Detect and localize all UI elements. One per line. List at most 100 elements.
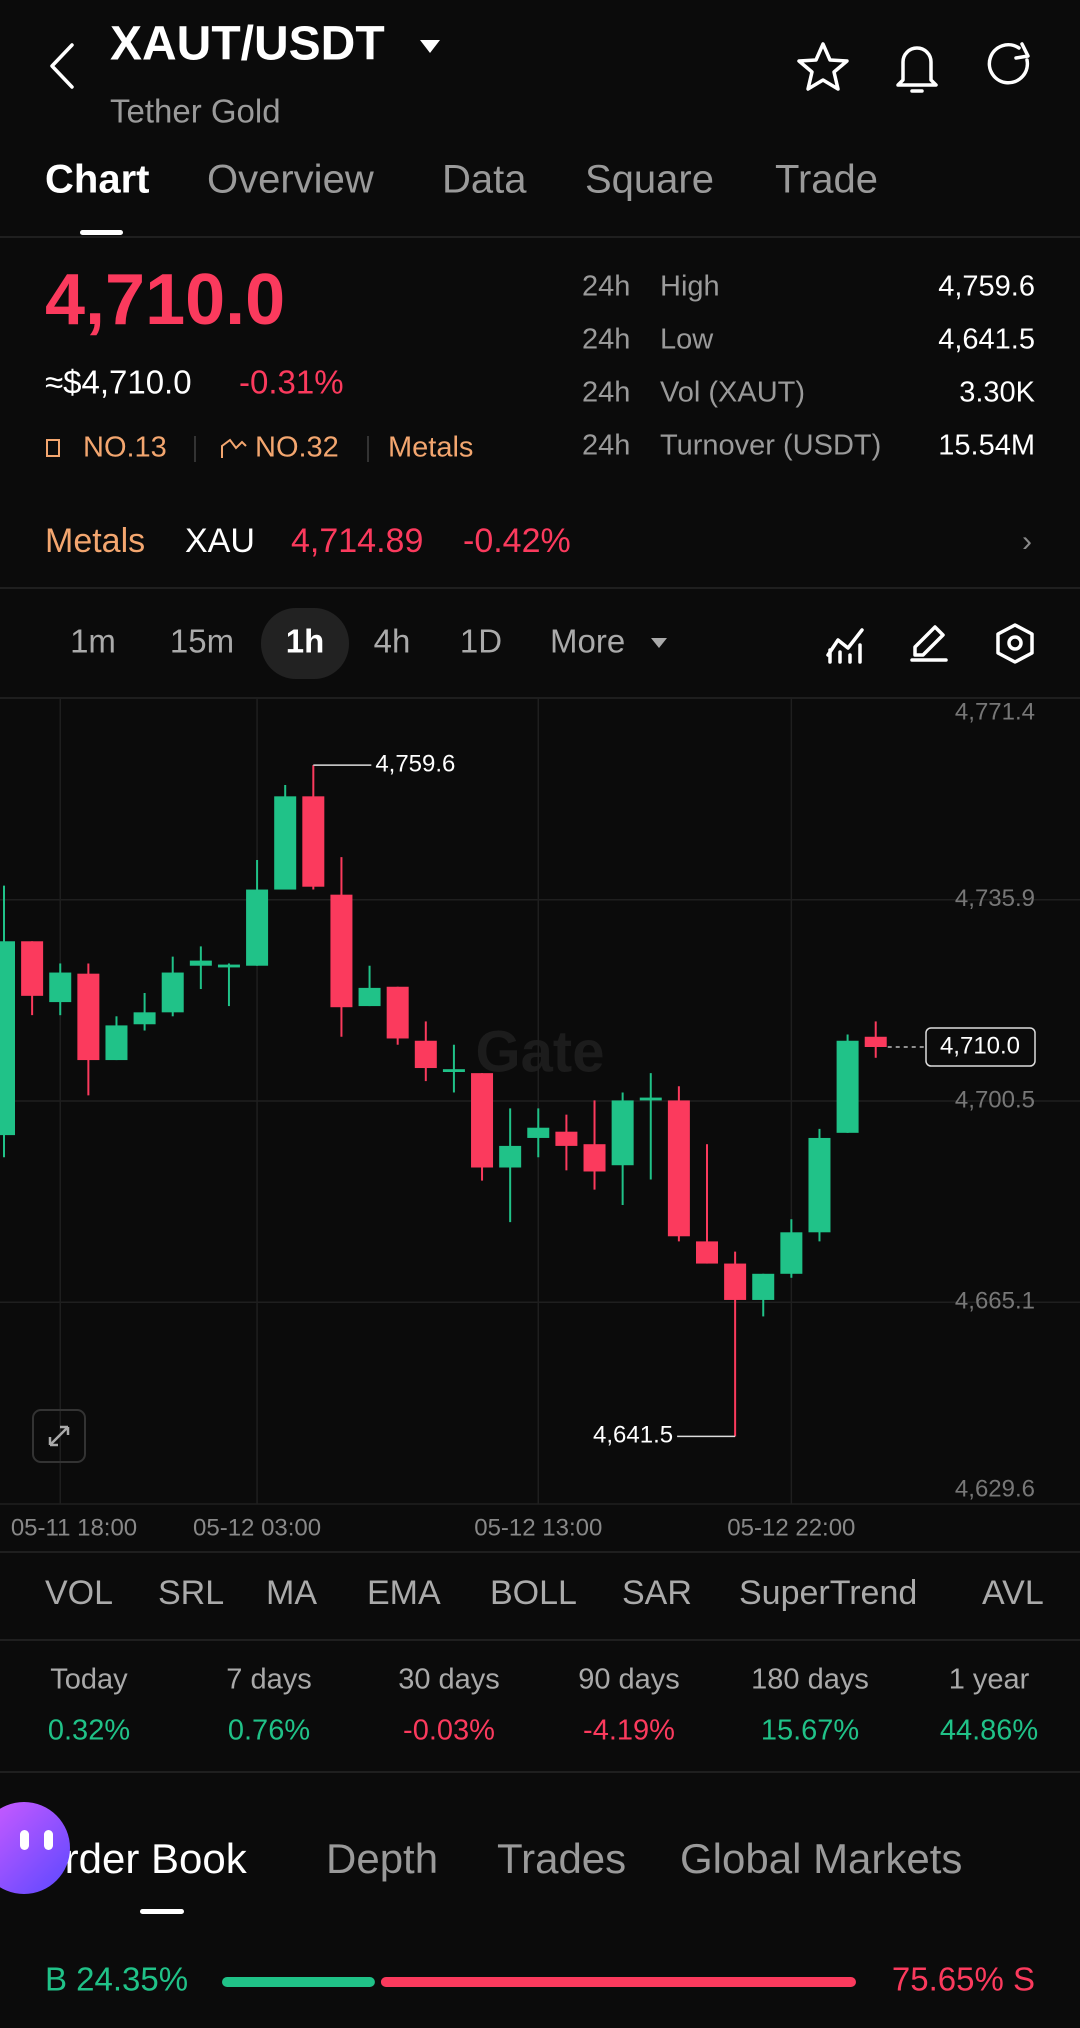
candle-body [780,1232,803,1274]
period-label: 90 days [578,1664,680,1696]
last-price-label: 4,710.0 [940,1032,1020,1059]
candle-body [527,1127,550,1138]
candle-body [49,972,72,1003]
index-sector[interactable]: Metals [45,522,145,560]
badge[interactable]: NO.32 [255,432,339,464]
candle-body [752,1273,775,1300]
candle-body [358,987,381,1007]
indicator[interactable]: BOLL [490,1574,577,1612]
period-change: 0.32% [48,1715,130,1747]
index-change: -0.42% [463,522,571,560]
sell-bar [380,1977,856,1987]
tab[interactable]: Trade [775,158,878,202]
index-price: 4,714.89 [291,522,423,560]
book-tab[interactable]: Depth [326,1835,438,1882]
y-tick-label: 4,665.1 [955,1288,1035,1315]
candle-body [330,894,353,1008]
x-tick-label: 05-12 13:00 [474,1514,602,1541]
interval[interactable]: 1D [460,623,502,660]
indicator[interactable]: MA [266,1574,317,1612]
settings-tool-dot [1007,635,1023,651]
usd-price: ≈$4,710.0 [45,364,192,401]
candle-body [864,1036,887,1048]
interval[interactable]: More [550,623,625,660]
x-tick-label: 05-12 22:00 [727,1514,855,1541]
period-label: 180 days [751,1664,869,1696]
refresh-icon[interactable] [987,42,1030,85]
tab-indicator [80,230,123,235]
chevron[interactable]: › [1022,525,1032,558]
y-tick-label: 4,700.5 [955,1086,1035,1113]
avatar-eye [44,1830,53,1850]
candle-body [639,1097,662,1101]
interval[interactable]: 15m [170,623,234,660]
sell-ratio: 75.65% S [892,1961,1035,1998]
stat-label: Vol (XAUT) [660,377,805,409]
price-change: -0.31% [239,364,344,401]
candle-body [611,1100,634,1166]
period-change: 0.76% [228,1715,310,1747]
back-button[interactable] [50,43,74,89]
trend-icon [221,438,247,458]
y-tick-label: 4,771.4 [955,698,1035,725]
period-label: 1 year [949,1664,1030,1696]
stat-value: 15.54M [938,430,1035,462]
stat-period: 24h [582,324,630,356]
rank-icon [46,439,60,457]
indicator[interactable]: EMA [367,1574,441,1612]
badge[interactable]: NO.13 [83,432,167,464]
interval[interactable]: 1h [286,623,325,660]
favorite-icon[interactable] [797,42,849,91]
tab[interactable]: Square [585,158,714,202]
assistant-avatar[interactable] [0,1802,70,1894]
indicator-tool[interactable] [826,628,864,664]
book-tab[interactable]: Global Markets [680,1835,962,1882]
stat-period: 24h [582,271,630,303]
pair-title[interactable]: XAUT/USDT [110,18,385,71]
indicator[interactable]: SuperTrend [739,1574,917,1612]
candle-body [583,1144,606,1172]
indicator[interactable]: AVL [982,1574,1044,1612]
interval-active-bg [261,608,349,679]
draw-tool[interactable] [910,625,948,662]
pair-dropdown[interactable] [420,40,440,53]
indicator[interactable]: SAR [622,1574,692,1612]
badge[interactable]: Metals [388,432,473,464]
candle-body [217,964,240,968]
interval[interactable]: 4h [374,623,411,660]
stat-value: 4,641.5 [938,324,1035,356]
annotation-label: 4,641.5 [593,1422,673,1449]
period-change: -0.03% [403,1715,495,1747]
settings-tool[interactable] [996,623,1034,664]
interval[interactable]: 1m [70,623,116,660]
book-tab[interactable]: Trades [497,1835,626,1882]
candle-body [105,1025,128,1061]
index-symbol: XAU [185,522,255,560]
expand-icon [48,1425,70,1447]
stat-label: Low [660,324,714,356]
stat-period: 24h [582,377,630,409]
stat-period: 24h [582,430,630,462]
expand-button[interactable] [32,1409,86,1463]
alert-icon[interactable] [896,46,938,93]
candle-body [555,1131,578,1146]
indicator[interactable]: VOL [45,1574,113,1612]
candle-body [302,796,325,887]
avatar-eye [20,1830,29,1850]
buy-bar [222,1977,375,1987]
buy-ratio: B 24.35% [45,1961,188,1998]
tab[interactable]: Data [442,158,527,202]
candle-body [499,1145,522,1168]
stat-value: 4,759.6 [938,271,1035,303]
tab[interactable]: Chart [45,158,149,202]
candle-body [246,889,269,966]
candle-body [161,972,184,1013]
indicator[interactable]: SRL [158,1574,224,1612]
more-dropdown[interactable] [651,638,667,648]
tab[interactable]: Overview [207,158,374,202]
candlestick-chart: Gate 4,629.6 4,665.1 4,700.5 4,735.9 4,771.4 0… [0,697,1080,1541]
candle-body [724,1263,747,1300]
